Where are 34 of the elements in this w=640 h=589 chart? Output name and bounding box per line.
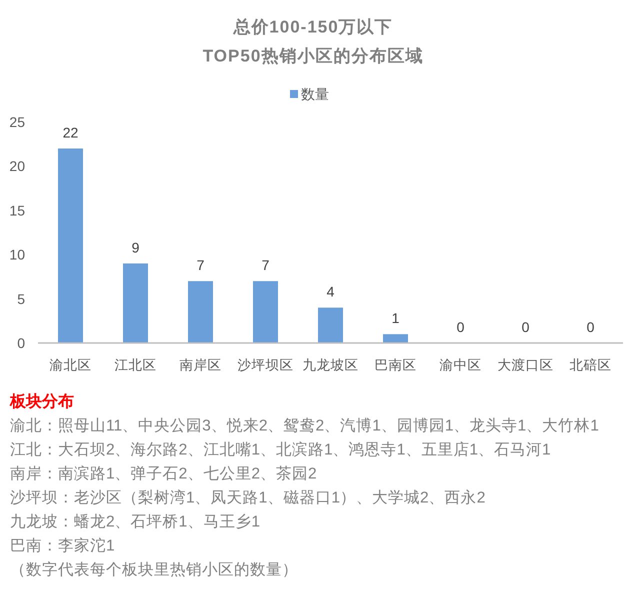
x-tick-label: 九龙坡区 — [302, 358, 358, 372]
y-tick-label: 0 — [17, 335, 25, 351]
data-label: 7 — [196, 257, 204, 274]
x-tick-label: 大渡口区 — [498, 358, 554, 372]
data-label: 0 — [522, 319, 530, 335]
data-label: 7 — [262, 257, 270, 274]
chart-title: 总价100-150万以下 TOP50热销小区的分布区域 — [202, 18, 424, 66]
legend-label: 数量 — [301, 86, 329, 102]
annotation: 南岸：南滨路1、弹子石2、七公里2、茶园2 — [10, 466, 317, 482]
y-tick-label: 10 — [9, 246, 25, 263]
annotation: 九龙坡：蟠龙2、石坪桥1、马王乡1 — [10, 514, 260, 530]
x-tick-label: 渝北区 — [50, 358, 92, 372]
data-label: 0 — [586, 319, 594, 335]
x-tick-label: 渝中区 — [440, 358, 482, 372]
x-tick-label: 巴南区 — [374, 358, 416, 372]
data-label: 22 — [62, 124, 78, 141]
annotation: 渝北：照母山11、中央公园3、悦来2、鸳鸯2、汽博1、园博园1、龙头寺1、大竹林1 — [10, 418, 599, 434]
y-tick-label: 20 — [9, 158, 25, 174]
x-tick-label: 南岸区 — [180, 358, 222, 372]
data-label: 0 — [456, 319, 464, 335]
x-tick-label: 江北区 — [114, 358, 156, 372]
data-label: 9 — [132, 239, 140, 256]
x-tick-label: 北碚区 — [570, 358, 612, 372]
annotation: 巴南：李家沱1 — [10, 538, 115, 554]
y-tick-label: 15 — [9, 202, 25, 218]
y-tick-label: 25 — [9, 114, 25, 130]
annotation: 沙坪坝：老沙区（梨树湾1、凤天路1、磁器口1）、大学城2、西永2 — [10, 490, 486, 506]
data-label: 4 — [326, 284, 334, 300]
annotation: （数字代表每个板块里热销小区的数量） — [10, 562, 298, 578]
annotation: 板块分布 — [10, 394, 74, 410]
y-tick-label: 5 — [17, 290, 25, 307]
data-label: 1 — [392, 310, 400, 326]
x-tick-label: 沙坪坝区 — [238, 358, 294, 372]
annotation: 江北：大石坝2、海尔路2、江北嘴1、北滨路1、鸿恩寺1、五里店1、石马河1 — [10, 442, 551, 458]
